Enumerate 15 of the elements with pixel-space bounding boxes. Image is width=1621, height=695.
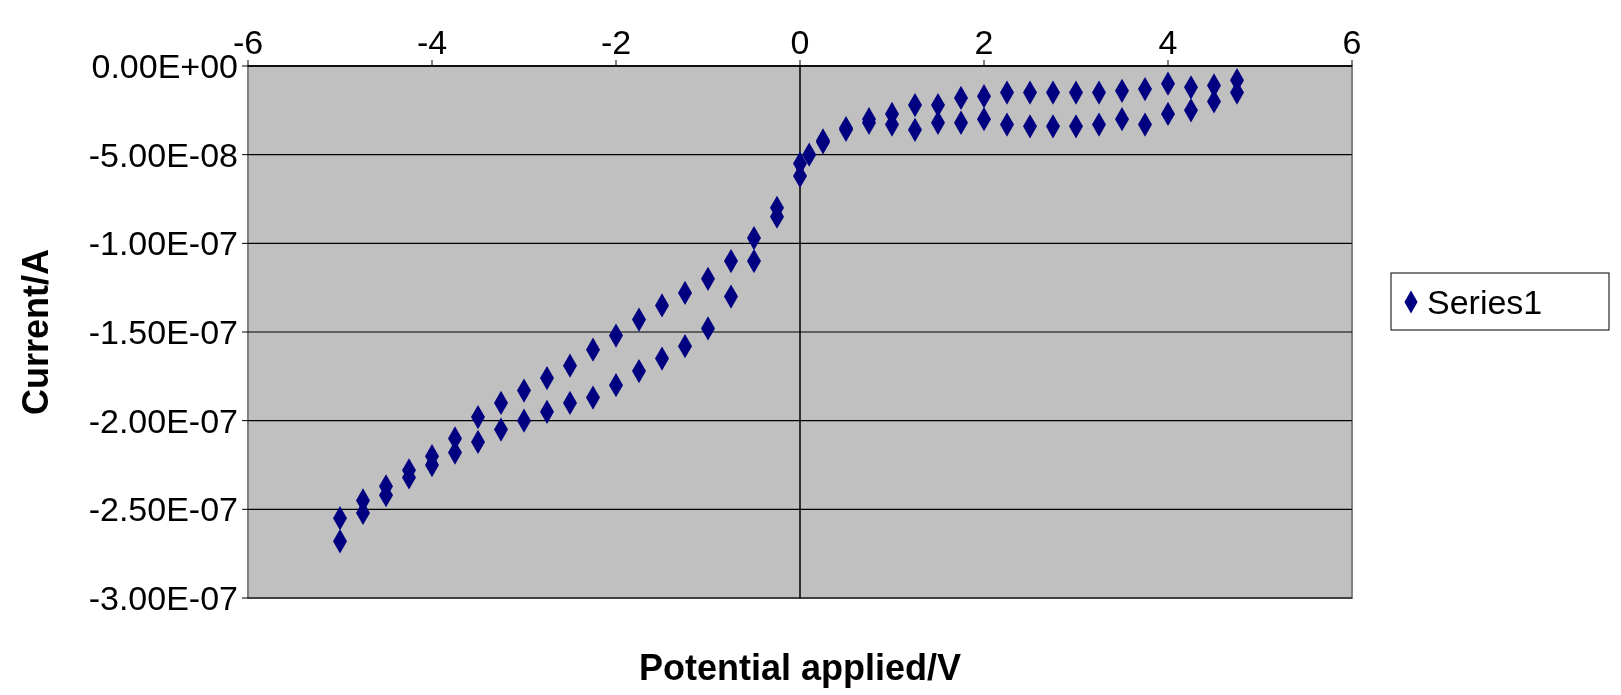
y-tick-label: -2.50E-07 xyxy=(88,490,238,529)
x-tick-label: 6 xyxy=(1342,23,1362,61)
y-tick-label: -3.00E-07 xyxy=(88,579,238,617)
y-tick-label: -5.00E-08 xyxy=(88,135,238,174)
y-tick-label: -2.00E-07 xyxy=(88,401,238,440)
x-tick-label: 4 xyxy=(1158,23,1178,61)
x-axis-title: Potential applied/V xyxy=(638,647,962,688)
y-axis-title: Current/A xyxy=(15,248,56,416)
legend-label: Series1 xyxy=(1427,283,1543,321)
x-tick-label: -2 xyxy=(600,23,632,61)
x-tick-label: -4 xyxy=(416,23,448,61)
x-tick-label: 2 xyxy=(974,23,994,61)
y-tick-label: -1.00E-07 xyxy=(88,224,238,263)
x-tick-label: 0 xyxy=(790,23,810,61)
y-tick-label: -1.50E-07 xyxy=(88,313,238,351)
